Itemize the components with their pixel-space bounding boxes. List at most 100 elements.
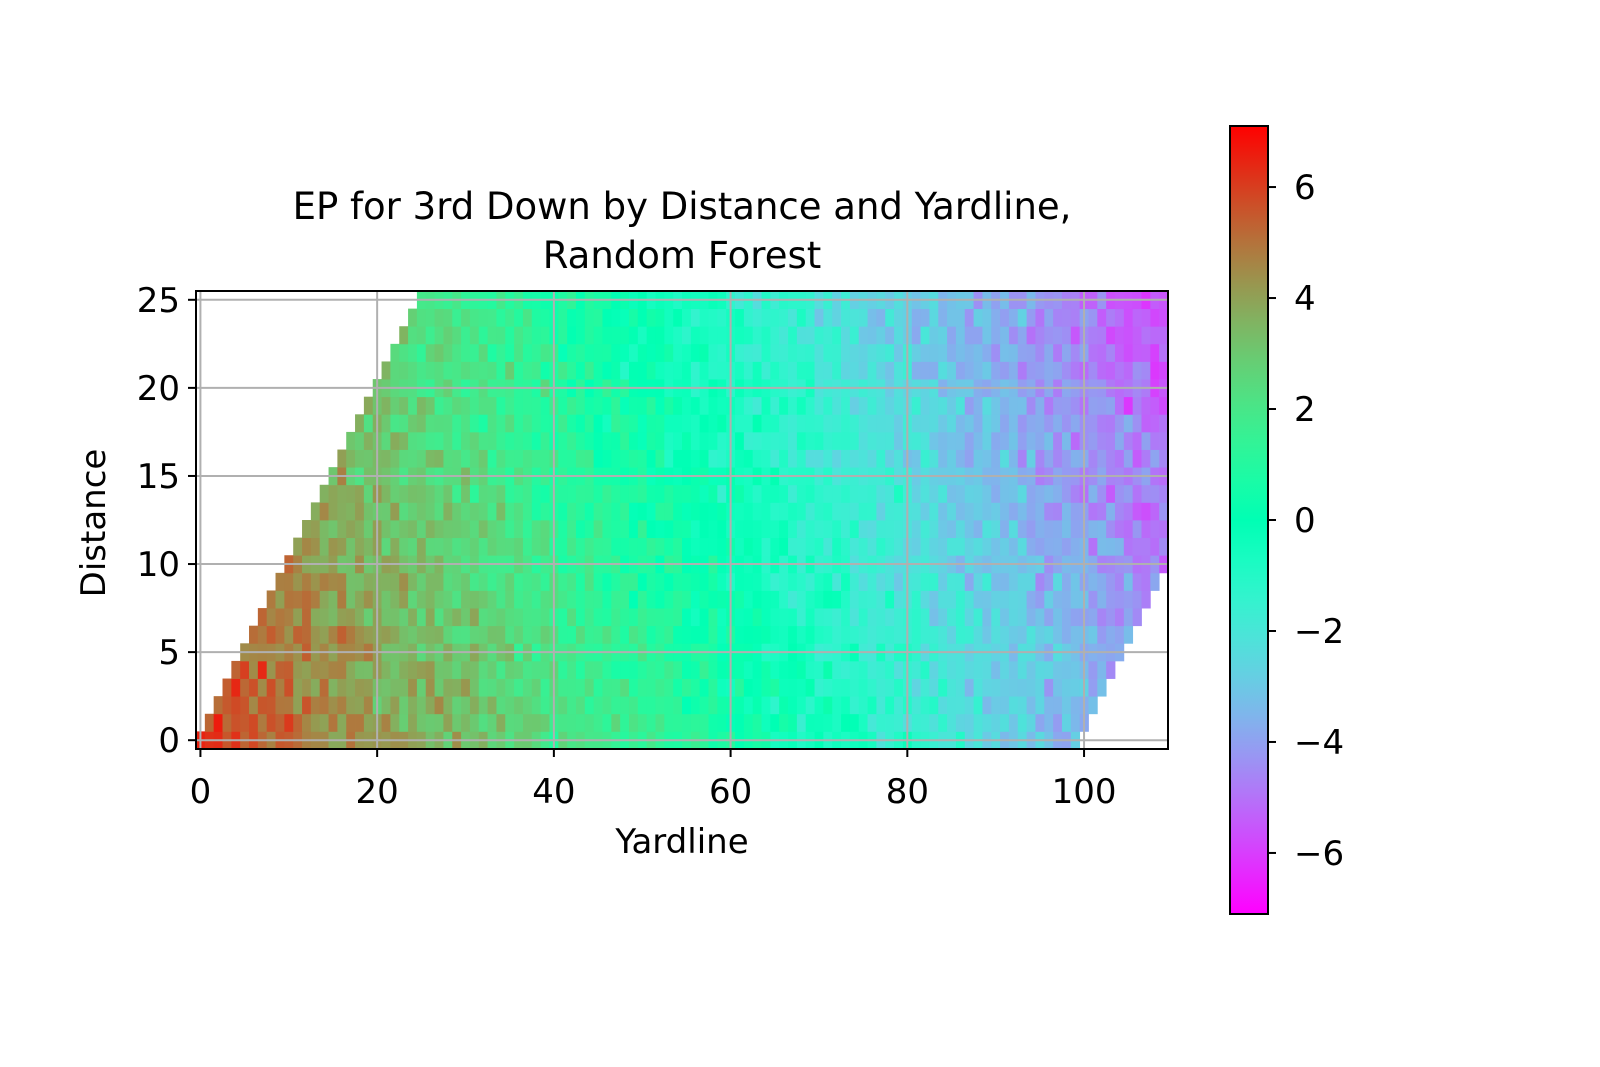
heatmap-cell xyxy=(849,537,860,556)
heatmap-cell xyxy=(1106,572,1116,591)
heatmap-cell xyxy=(1044,361,1054,380)
heatmap-cell xyxy=(664,431,674,450)
heatmap-cell xyxy=(381,625,391,644)
heatmap-cell xyxy=(955,696,966,715)
heatmap-cell xyxy=(531,326,542,345)
heatmap-cell xyxy=(628,414,639,433)
heatmap-cell xyxy=(602,361,612,380)
heatmap-cell xyxy=(788,590,798,609)
heatmap-cell xyxy=(355,608,365,627)
heatmap-cell xyxy=(434,625,444,644)
heatmap-cell xyxy=(947,308,957,327)
heatmap-cell xyxy=(673,713,683,732)
heatmap-cell xyxy=(558,343,568,362)
heatmap-cell xyxy=(505,713,515,732)
heatmap-cell xyxy=(673,414,683,433)
heatmap-cell xyxy=(1061,431,1072,450)
heatmap-cell xyxy=(743,572,754,591)
heatmap-cell xyxy=(1132,502,1142,521)
heatmap-cell xyxy=(832,537,842,556)
heatmap-cell xyxy=(796,361,807,380)
heatmap-cell xyxy=(505,326,515,345)
heatmap-cell xyxy=(699,713,709,732)
heatmap-cell xyxy=(867,608,877,627)
heatmap-cell xyxy=(628,308,639,327)
heatmap-cell xyxy=(584,520,595,539)
heatmap-cell xyxy=(1132,361,1142,380)
heatmap-cell xyxy=(1053,590,1063,609)
heatmap-cell xyxy=(593,713,603,732)
heatmap-cell xyxy=(929,343,939,362)
heatmap-cell xyxy=(911,696,921,715)
heatmap-cell xyxy=(478,713,488,732)
heatmap-cell xyxy=(964,414,974,433)
heatmap-cell xyxy=(637,572,648,591)
heatmap-cell xyxy=(575,678,586,697)
heatmap-cell xyxy=(1132,520,1142,539)
heatmap-cell xyxy=(452,449,462,468)
heatmap-cell xyxy=(770,625,780,644)
heatmap-cell xyxy=(602,308,612,327)
heatmap-cell xyxy=(522,625,533,644)
heatmap-cell xyxy=(452,343,462,362)
heatmap-cell xyxy=(885,343,895,362)
heatmap-cell xyxy=(567,713,577,732)
heatmap-cell xyxy=(487,502,497,521)
heatmap-cell xyxy=(664,308,674,327)
heatmap-cell xyxy=(841,590,851,609)
heatmap-cell xyxy=(885,678,895,697)
heatmap-cell xyxy=(558,484,568,503)
heatmap-cell xyxy=(699,308,709,327)
heatmap-cell xyxy=(1150,431,1160,450)
heatmap-cell xyxy=(346,520,356,539)
heatmap-cell xyxy=(929,431,939,450)
heatmap-cell xyxy=(611,361,621,380)
heatmap-cell xyxy=(964,572,974,591)
heatmap-cell xyxy=(505,414,515,433)
heatmap-cell xyxy=(717,343,727,362)
heatmap-cell xyxy=(841,608,851,627)
heatmap-cell xyxy=(664,590,674,609)
heatmap-cell xyxy=(982,713,992,732)
heatmap-cell xyxy=(646,713,656,732)
heatmap-cell xyxy=(381,696,391,715)
heatmap-cell xyxy=(655,537,665,556)
heatmap-cell xyxy=(1070,326,1081,345)
heatmap-cell xyxy=(832,660,842,679)
heatmap-cell xyxy=(461,572,471,591)
heatmap-cell xyxy=(664,326,674,345)
heatmap-cell xyxy=(911,502,921,521)
heatmap-cell xyxy=(1141,326,1151,345)
heatmap-cell xyxy=(938,625,948,644)
heatmap-cell xyxy=(876,537,886,556)
heatmap-cell xyxy=(699,660,709,679)
heatmap-cell xyxy=(1070,572,1081,591)
heatmap-cell xyxy=(363,678,374,697)
heatmap-cell xyxy=(1070,537,1081,556)
heatmap-cell xyxy=(788,343,798,362)
heatmap-cell xyxy=(611,537,621,556)
heatmap-cell xyxy=(770,678,780,697)
heatmap-cell xyxy=(478,343,488,362)
heatmap-cell xyxy=(1053,678,1063,697)
heatmap-cell xyxy=(584,361,595,380)
heatmap-cell xyxy=(1053,572,1063,591)
heatmap-cell xyxy=(1000,608,1010,627)
heatmap-cell xyxy=(469,502,480,521)
heatmap-cell xyxy=(1000,326,1010,345)
heatmap-cell xyxy=(390,713,400,732)
heatmap-cell xyxy=(973,625,983,644)
heatmap-cell xyxy=(355,713,365,732)
heatmap-cell xyxy=(973,678,983,697)
heatmap-cell xyxy=(779,502,789,521)
heatmap-cell xyxy=(478,660,488,679)
heatmap-cell xyxy=(575,343,586,362)
heatmap-cell xyxy=(938,660,948,679)
heatmap-cell xyxy=(381,520,391,539)
heatmap-cell xyxy=(894,520,904,539)
heatmap-cell xyxy=(399,696,409,715)
heatmap-cell xyxy=(929,361,939,380)
heatmap-cell xyxy=(310,590,321,609)
heatmap-cell xyxy=(584,343,595,362)
heatmap-cell xyxy=(885,361,895,380)
